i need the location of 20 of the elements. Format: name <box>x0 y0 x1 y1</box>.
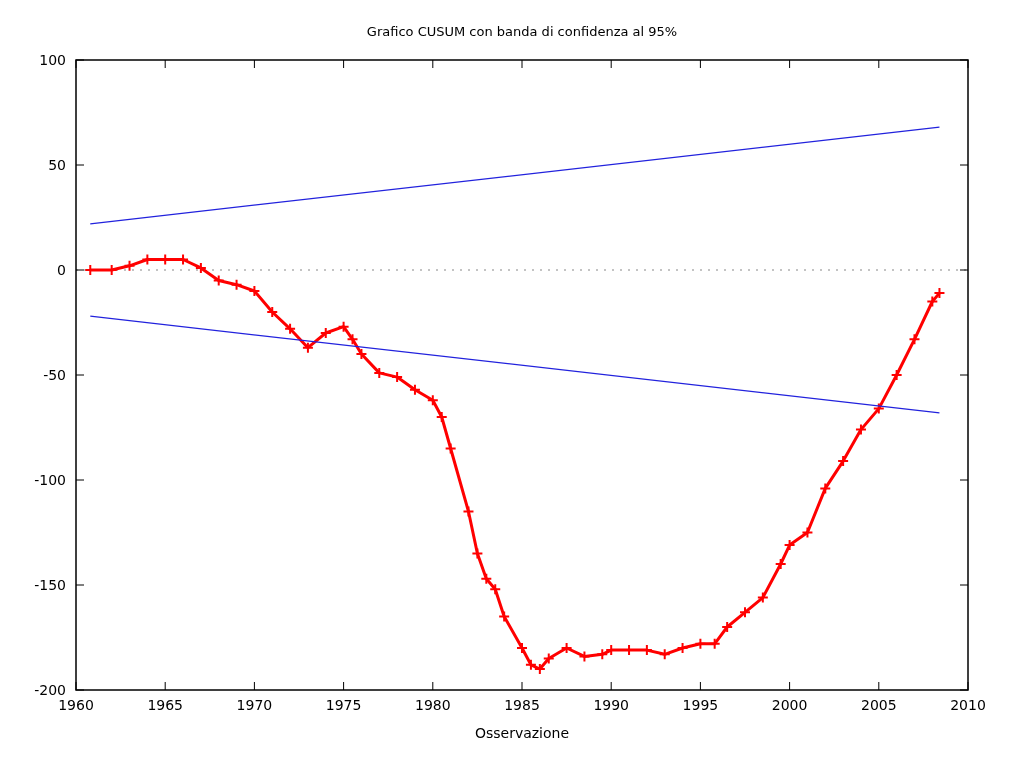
x-tick-label: 1960 <box>58 697 94 713</box>
y-tick-label: -100 <box>34 472 66 488</box>
y-tick-label: 0 <box>57 262 66 278</box>
y-tick-label: -50 <box>43 367 66 383</box>
x-tick-label: 2010 <box>950 697 986 713</box>
x-tick-label: 1975 <box>325 697 362 713</box>
x-tick-label: 2005 <box>860 697 897 713</box>
x-tick-label: 1970 <box>236 697 273 713</box>
x-tick-label: 2000 <box>771 697 808 713</box>
y-tick-label: 100 <box>39 52 66 68</box>
x-tick-label: 1995 <box>682 697 719 713</box>
x-tick-label: 1965 <box>147 697 184 713</box>
x-axis-title: Osservazione <box>474 725 570 741</box>
x-tick-label: 1985 <box>504 697 540 713</box>
x-tick-label: 1990 <box>593 697 630 713</box>
y-tick-label: -200 <box>34 682 66 698</box>
chart-title: Grafico CUSUM con banda di confidenza al 95% <box>366 24 678 39</box>
x-tick-label: 1980 <box>414 697 451 713</box>
y-tick-label: 50 <box>48 157 66 173</box>
y-tick-label: -150 <box>34 577 66 593</box>
